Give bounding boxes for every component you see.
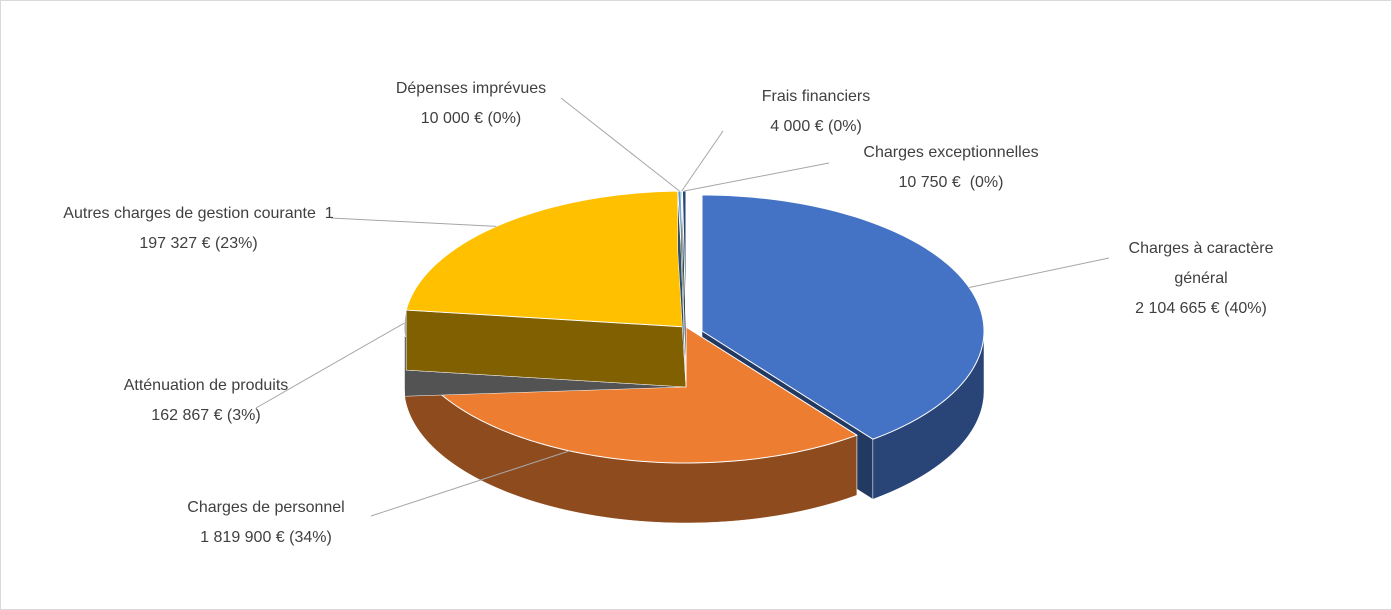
category-name: Atténuation de produits bbox=[123, 377, 289, 394]
value-label: 10 000 € (0%) bbox=[420, 110, 522, 127]
slice-top bbox=[405, 190, 687, 328]
slice bbox=[405, 190, 687, 388]
leader-line bbox=[370, 450, 570, 517]
value-label: 1 197 327 € (23%) bbox=[139, 205, 339, 252]
data-label: Autres charges de gestion courante 1 197… bbox=[61, 199, 336, 259]
category-name: Charges exceptionnelles bbox=[863, 144, 1039, 161]
data-label: Charges exceptionnelles 10 750 € (0%) bbox=[821, 138, 1081, 198]
value-label: 162 867 € (3%) bbox=[151, 407, 261, 424]
leader-line bbox=[681, 130, 724, 192]
value-label: 1 819 900 € (34%) bbox=[200, 529, 332, 546]
data-label: Dépenses imprévues 10 000 € (0%) bbox=[371, 74, 571, 134]
slice-top bbox=[701, 194, 985, 440]
slice-top bbox=[681, 190, 687, 328]
slice bbox=[681, 190, 687, 388]
category-name: Frais financiers bbox=[761, 88, 871, 105]
category-name: Charges de personnel bbox=[187, 499, 345, 516]
leader-line bbox=[560, 97, 680, 192]
data-label: Charges à caractère général 2 104 665 € … bbox=[1101, 234, 1301, 324]
data-label: Atténuation de produits 162 867 € (3%) bbox=[121, 371, 291, 431]
leader-line bbox=[969, 257, 1110, 289]
leader-line bbox=[684, 162, 830, 192]
value-label: 4 000 € (0%) bbox=[770, 118, 862, 135]
data-label: Charges de personnel 1 819 900 € (34%) bbox=[141, 493, 391, 553]
data-label: Frais financiers 4 000 € (0%) bbox=[721, 82, 911, 142]
value-label: 10 750 € (0%) bbox=[898, 174, 1004, 191]
slice-side bbox=[403, 326, 405, 397]
value-label: 2 104 665 € (40%) bbox=[1135, 300, 1267, 317]
leader-line bbox=[255, 322, 405, 409]
category-name: Dépenses imprévues bbox=[395, 80, 547, 97]
category-name: Charges à caractère général bbox=[1128, 240, 1278, 287]
leader-line bbox=[330, 217, 497, 227]
category-name: Autres charges de gestion courante bbox=[63, 205, 316, 222]
